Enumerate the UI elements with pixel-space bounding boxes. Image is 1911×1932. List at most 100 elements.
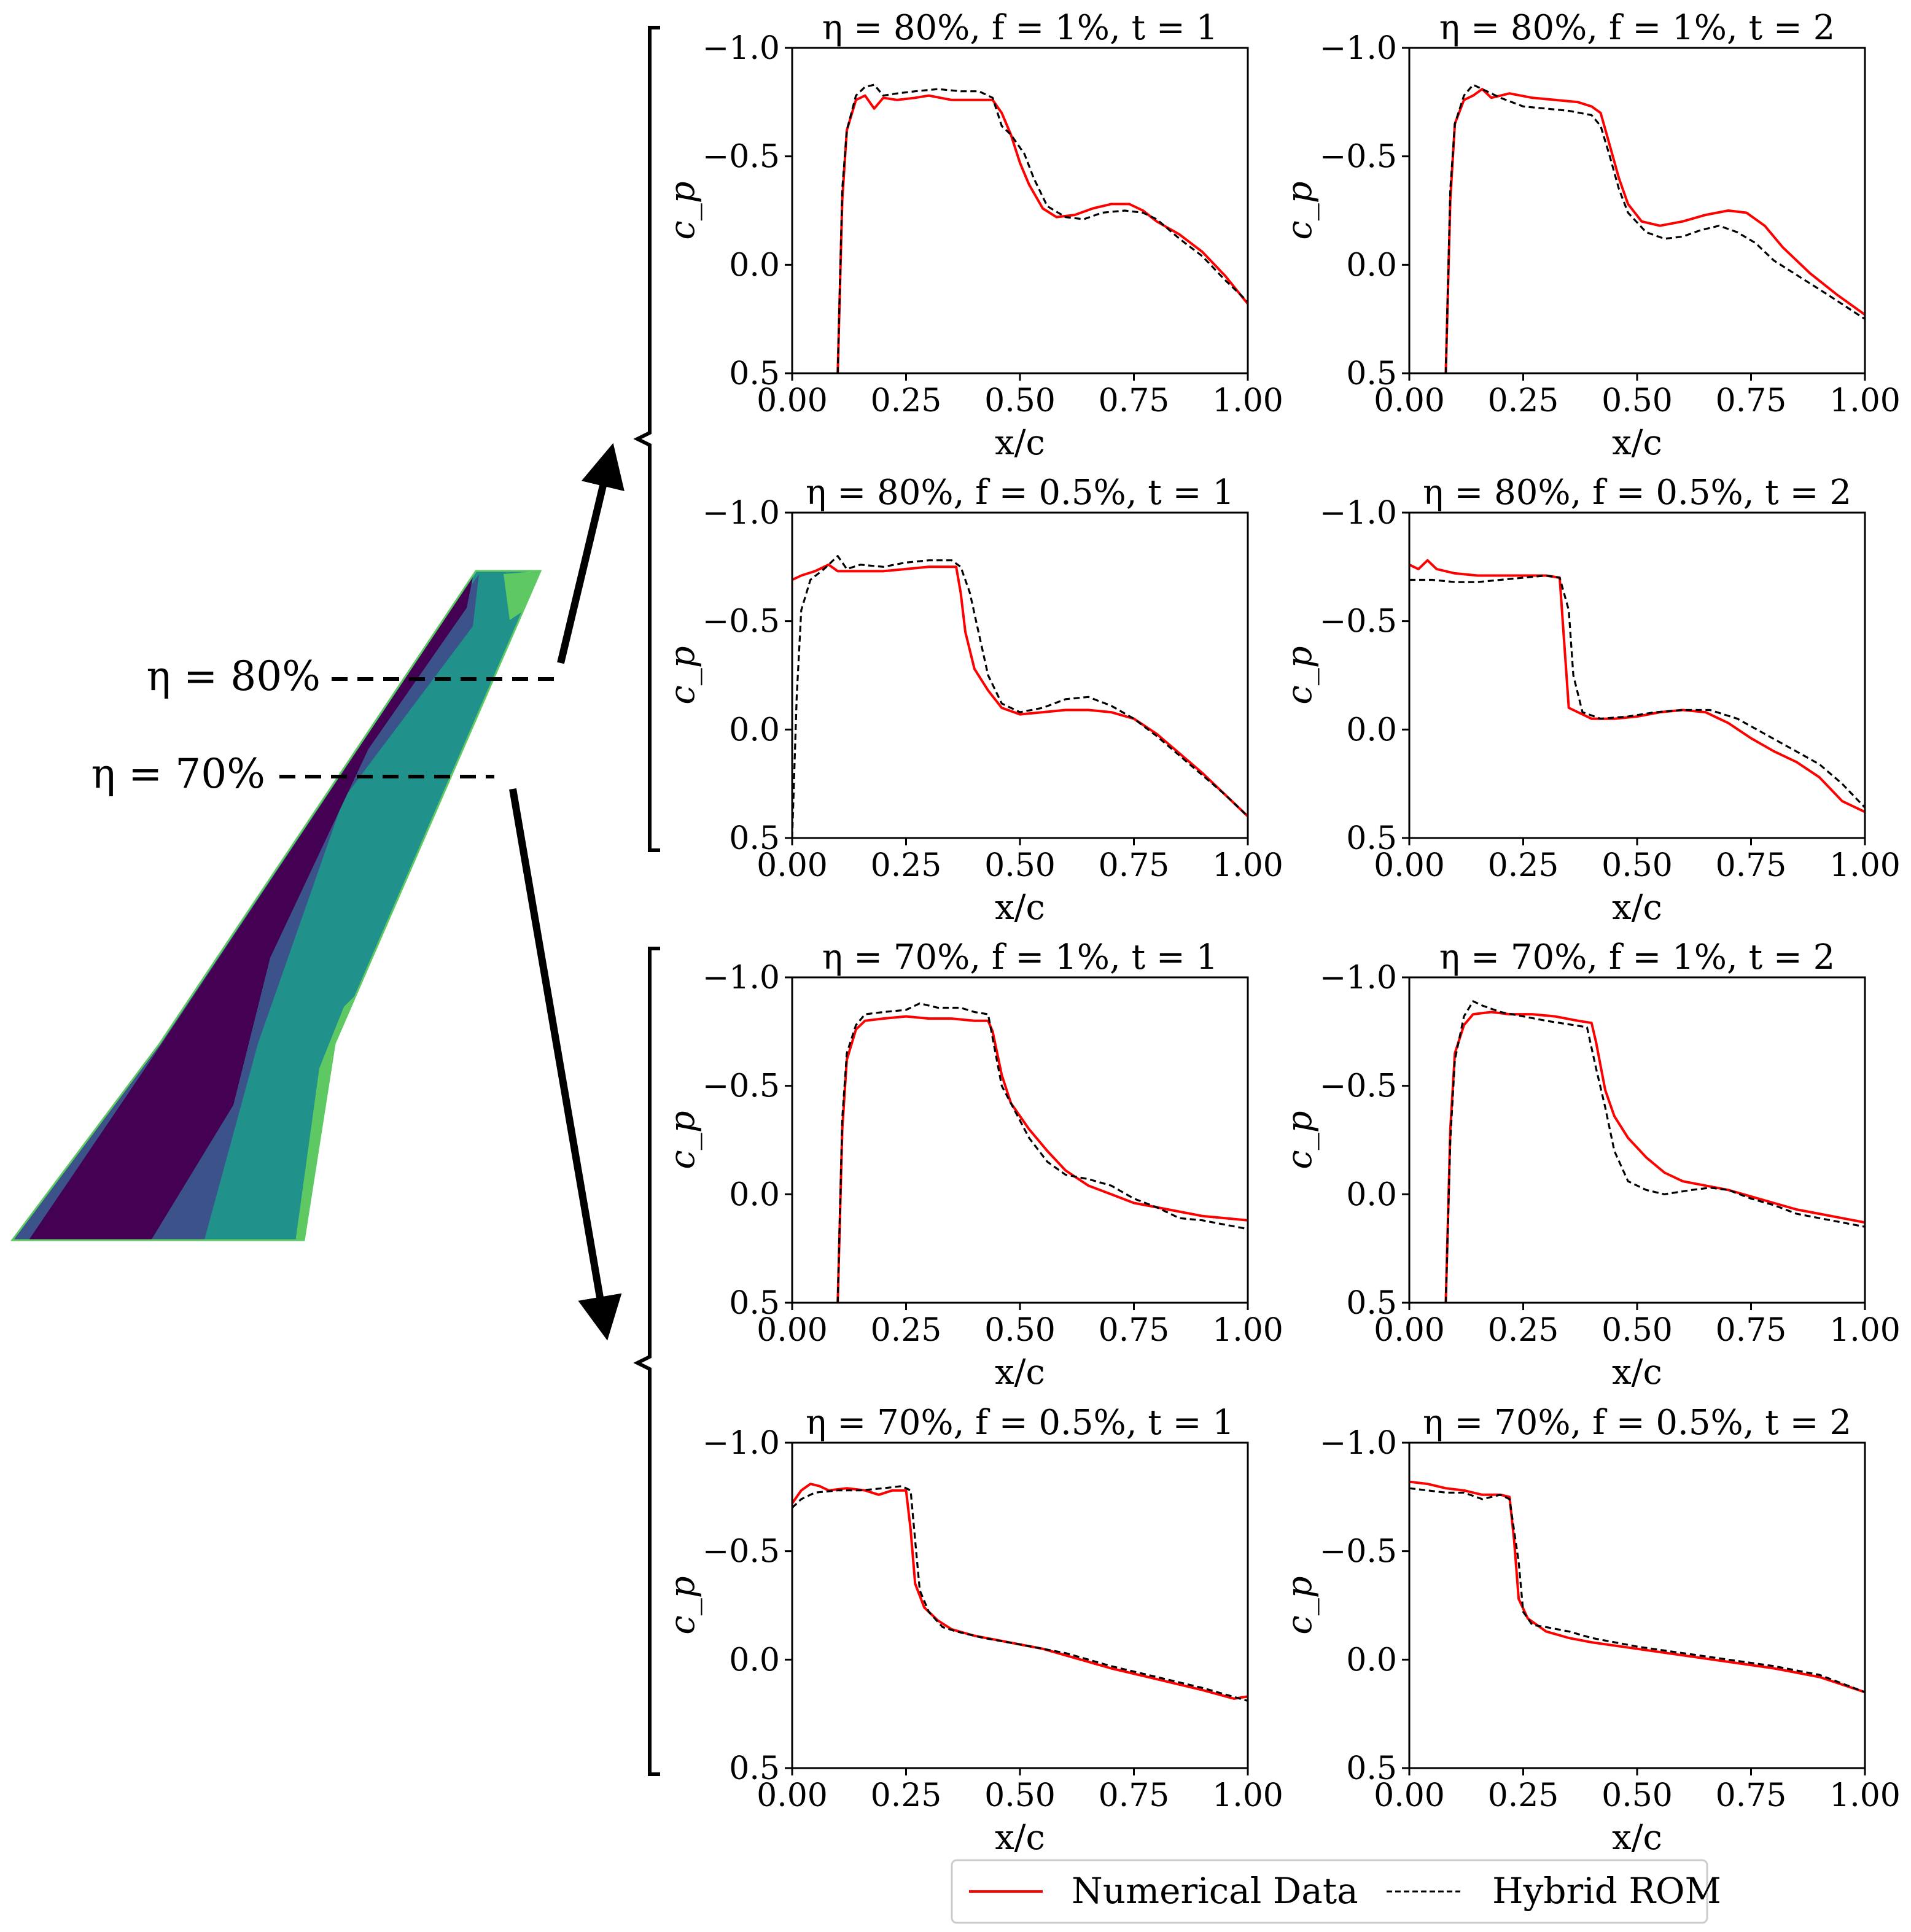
y-axis-label: c_p [1280,646,1320,704]
chart-1: 0.00 0.25 0.50 0.75 1.00 −1.0 −0.5 0.0 0.5 η = 80… [663,8,1283,463]
y-tick-label: −0.5 [703,603,780,640]
chart-title: η = 70%, f = 0.5%, t = 1 [806,1403,1234,1443]
y-tick-label: −1.0 [1320,960,1397,996]
x-tick-label: 1.00 [1212,1777,1283,1814]
series-line-hybrid [1444,83,1865,373]
y-tick-label: 0.5 [1346,355,1397,392]
y-tick-label: −1.0 [703,30,780,67]
y-tick-label: −0.5 [1320,603,1397,640]
y-tick-label: 0.5 [729,1285,780,1322]
chart-title: η = 80%, f = 1%, t = 2 [1439,8,1835,48]
chart-title: η = 80%, f = 0.5%, t = 1 [806,473,1234,513]
y-axis-label: c_p [663,1111,703,1169]
chart-2: 0.00 0.25 0.50 0.75 1.00 −1.0 −0.5 0.0 0.5 η = 80… [1280,8,1901,463]
y-tick-label: 0.5 [1346,820,1397,857]
y-tick-label: −1.0 [1320,1425,1397,1462]
y-tick-label: 0.5 [729,820,780,857]
y-tick-label: −1.0 [703,1425,780,1462]
y-axis-label: c_p [1280,1111,1320,1169]
y-axis-label: c_p [663,646,703,704]
x-tick-label: 0.00 [1374,1777,1445,1814]
x-tick-label: 0.00 [757,382,828,419]
chart-5: 0.00 0.25 0.50 0.75 1.00 −1.0 −0.5 0.0 0.5 η = 70… [663,937,1283,1392]
x-tick-label: 0.25 [1488,847,1559,884]
x-tick-label: 0.50 [1602,1777,1673,1814]
series-line-hybrid [836,83,1248,373]
x-axis-label: x/c [1612,1352,1662,1392]
legend: Numerical Data Hybrid ROM [951,1859,1721,1924]
x-tick-label: 0.25 [1488,1777,1559,1814]
chart-6: 0.00 0.25 0.50 0.75 1.00 −1.0 −0.5 0.0 0.5 η = 70… [1280,937,1901,1392]
y-tick-label: 0.5 [729,1750,780,1787]
arrow-to-70 [509,788,622,1341]
y-axis-label: c_p [1280,1576,1320,1634]
x-axis-label: x/c [995,423,1045,463]
series-line-hybrid [792,555,1248,838]
x-tick-label: 0.75 [1099,1312,1170,1349]
x-tick-label: 1.00 [1829,1312,1901,1349]
y-tick-label: 0.0 [1346,1642,1397,1678]
x-tick-label: 0.25 [871,1312,942,1349]
x-tick-label: 0.50 [984,1312,1056,1349]
x-tick-label: 0.00 [757,847,828,884]
x-tick-label: 0.50 [984,382,1056,419]
x-tick-label: 0.50 [984,847,1056,884]
y-tick-label: 0.0 [1346,247,1397,284]
series-line-numerical [792,563,1248,818]
wing-outline [10,570,542,1241]
series-line-hybrid [1444,1000,1865,1303]
x-tick-label: 0.75 [1716,382,1787,419]
y-tick-label: 0.0 [729,712,780,748]
series-line-hybrid [1409,574,1865,809]
x-tick-label: 1.00 [1829,847,1901,884]
x-tick-label: 0.50 [984,1777,1056,1814]
y-tick-label: 0.5 [729,355,780,392]
x-tick-label: 0.75 [1099,1777,1170,1814]
y-axis-label: c_p [663,1576,703,1634]
chart-8: 0.00 0.25 0.50 0.75 1.00 −1.0 −0.5 0.0 0.5 η = 70… [1280,1403,1901,1858]
legend-label-hybrid: Hybrid ROM [1492,1870,1721,1912]
series-line-hybrid [1409,1487,1865,1693]
x-axis-label: x/c [995,1352,1045,1392]
y-tick-label: −1.0 [1320,495,1397,532]
x-tick-label: 0.50 [1602,382,1673,419]
x-tick-label: 0.75 [1099,382,1170,419]
y-tick-label: −1.0 [703,960,780,996]
x-tick-label: 0.00 [757,1312,828,1349]
section-label-70: η = 70% [91,750,266,797]
x-axis-label: x/c [1612,423,1662,463]
chart-4: 0.00 0.25 0.50 0.75 1.00 −1.0 −0.5 0.0 0.5 η = 80… [1280,473,1901,928]
charts: 0.00 0.25 0.50 0.75 1.00 −1.0 −0.5 0.0 0.5 η = 80… [663,8,1901,1858]
y-tick-label: 0.5 [1346,1285,1397,1322]
section-label-80: η = 80% [147,653,321,700]
x-tick-label: 0.00 [1374,382,1445,419]
chart-title: η = 70%, f = 1%, t = 2 [1439,937,1835,977]
x-tick-label: 0.25 [871,1777,942,1814]
y-axis-label: c_p [663,181,703,239]
x-tick-label: 0.75 [1716,1312,1787,1349]
x-tick-label: 0.50 [1602,1312,1673,1349]
x-tick-label: 0.25 [871,382,942,419]
legend-label-numerical: Numerical Data [1072,1870,1358,1912]
series-line-numerical [1444,88,1865,373]
y-tick-label: −0.5 [703,139,780,176]
series-line-numerical [1409,1480,1865,1694]
y-tick-label: 0.5 [1346,1750,1397,1787]
y-tick-label: 0.0 [729,1176,780,1213]
x-axis-label: x/c [995,888,1045,928]
x-tick-label: 1.00 [1212,1312,1283,1349]
x-tick-label: 1.00 [1212,847,1283,884]
x-axis-label: x/c [1612,1818,1662,1858]
chart-title: η = 80%, f = 1%, t = 1 [822,8,1218,48]
brace-80 [633,26,660,852]
x-tick-label: 0.75 [1716,847,1787,884]
y-tick-label: 0.0 [729,247,780,284]
y-tick-label: −1.0 [1320,30,1397,67]
x-tick-label: 0.75 [1716,1777,1787,1814]
series-line-hybrid [836,1002,1248,1303]
y-tick-label: −0.5 [1320,1534,1397,1570]
x-tick-label: 0.25 [871,847,942,884]
y-tick-label: −0.5 [703,1534,780,1570]
x-tick-label: 1.00 [1212,382,1283,419]
series-line-hybrid [792,1485,1248,1702]
